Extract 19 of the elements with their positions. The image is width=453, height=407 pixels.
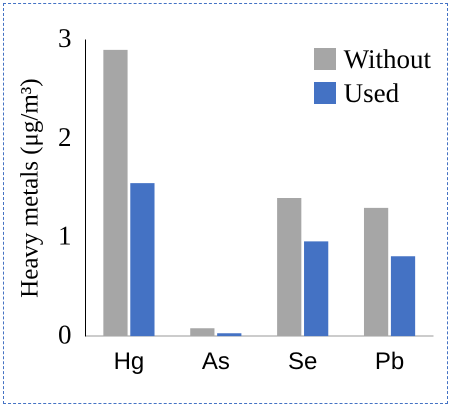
x-tick-label: Se: [288, 348, 318, 376]
bar: [364, 208, 388, 336]
bar: [190, 328, 214, 336]
bar: [103, 50, 128, 336]
y-tick-label: 3: [58, 23, 72, 54]
y-axis-title: Heavy metals (μg/m³): [16, 78, 44, 298]
x-tick-label: Pb: [374, 348, 404, 376]
x-tick-label: Hg: [114, 348, 144, 376]
y-tick-label: 2: [58, 122, 72, 152]
legend-label: Without: [344, 43, 431, 76]
bar: [130, 183, 155, 336]
y-tick-label: 0: [58, 319, 72, 350]
legend-label: Used: [344, 77, 400, 110]
bar: [390, 256, 416, 336]
bar: [304, 241, 328, 336]
y-tick-label: 1: [58, 220, 72, 251]
bar: [217, 333, 242, 336]
x-tick-label: As: [202, 348, 230, 376]
bar: [277, 198, 302, 336]
